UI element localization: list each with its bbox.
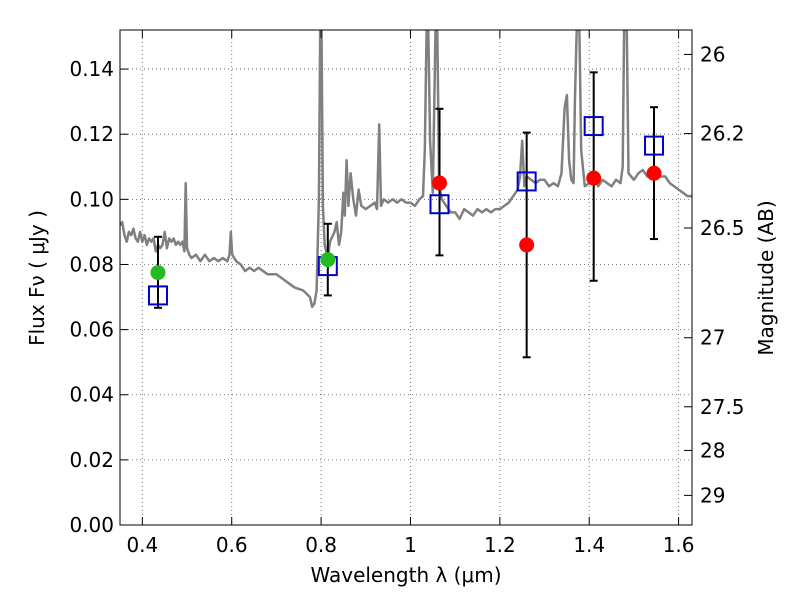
x-tick-label: 1 xyxy=(404,533,417,557)
model-square xyxy=(516,171,537,192)
y2-tick-label: 29 xyxy=(700,483,725,507)
y2-tick-label: 26.2 xyxy=(700,122,745,146)
y-tick-label: 0.00 xyxy=(69,513,114,537)
model-square xyxy=(644,135,665,156)
y2-tick-label: 26 xyxy=(700,42,725,66)
y2-tick-label: 28 xyxy=(700,438,725,462)
model-square xyxy=(429,194,450,215)
x-tick-label: 1.4 xyxy=(573,533,605,557)
observed-point xyxy=(320,252,336,268)
y-tick-label: 0.14 xyxy=(69,57,114,81)
model-square xyxy=(583,116,604,137)
y-axis-label: Flux Fν ( μJy ) xyxy=(25,210,49,346)
y2-tick-label: 27.5 xyxy=(700,395,745,419)
y-tick-label: 0.08 xyxy=(69,252,114,276)
y-tick-label: 0.12 xyxy=(69,122,114,146)
observed-point xyxy=(586,170,602,186)
y-tick-label: 0.10 xyxy=(69,187,114,211)
y2-tick-label: 26.5 xyxy=(700,216,745,240)
ticks: 0.4 0.6 0.8 1 1.2 1.4 1.6 0.00 0.02 0.04 0.06 0.08 0… xyxy=(69,30,745,557)
plot-background xyxy=(120,30,692,525)
observed-point xyxy=(646,165,662,181)
observed-point xyxy=(150,265,166,281)
y-tick-label: 0.02 xyxy=(69,448,114,472)
x-tick-label: 0.6 xyxy=(216,533,248,557)
observed-point xyxy=(519,237,535,253)
x-tick-label: 1.6 xyxy=(663,533,695,557)
x-tick-label: 0.8 xyxy=(305,533,337,557)
y-tick-label: 0.06 xyxy=(69,318,114,342)
y2-tick-label: 27 xyxy=(700,326,725,350)
y-tick-label: 0.04 xyxy=(69,383,114,407)
observed-point xyxy=(432,175,448,191)
x-tick-label: 1.2 xyxy=(484,533,516,557)
y2-axis-label: Magnitude (AB) xyxy=(754,200,778,355)
x-axis-label: Wavelength λ (μm) xyxy=(310,563,501,587)
spectrum-line xyxy=(120,30,692,309)
plot-frame xyxy=(119,29,693,526)
model-square xyxy=(147,285,168,306)
x-tick-label: 0.4 xyxy=(126,533,158,557)
data-layer xyxy=(120,30,692,359)
